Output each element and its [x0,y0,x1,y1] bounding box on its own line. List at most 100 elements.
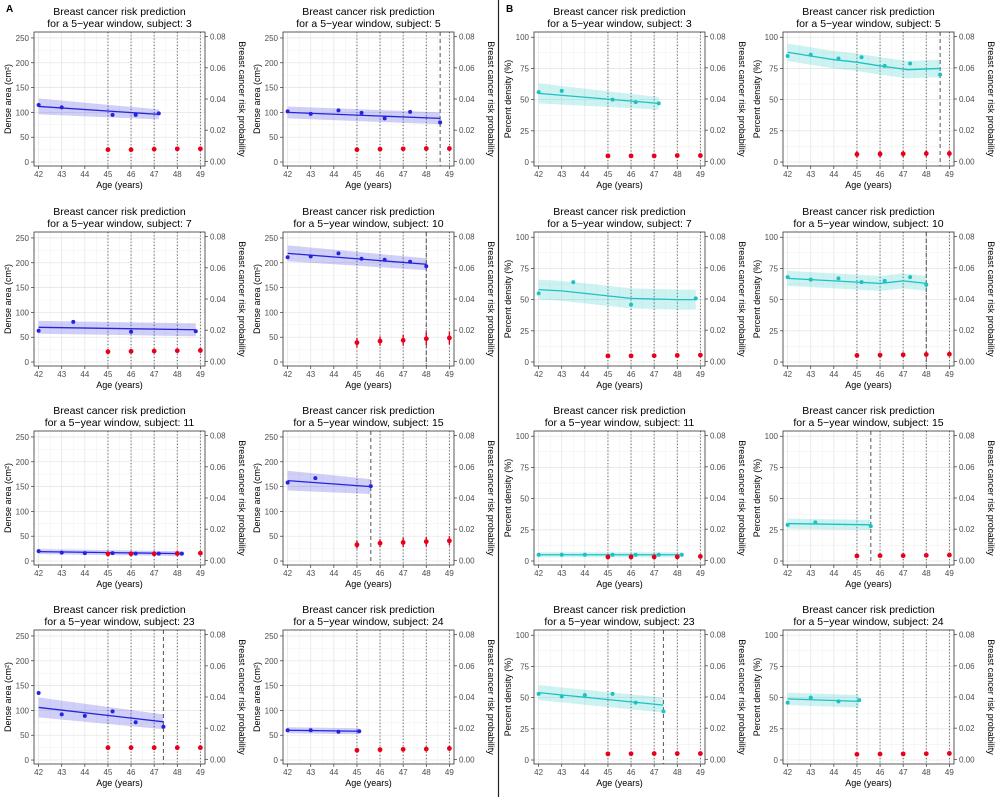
data-point [836,276,841,281]
chart-title-line: for a 5−year window, subject: 15 [293,417,443,429]
x-tick-label: 44 [829,370,838,379]
risk-point [354,747,360,753]
y2-tick-label: 0.04 [959,295,975,304]
y-tick-label: 50 [269,532,278,541]
y-tick-label: 100 [16,507,30,516]
risk-point [628,153,634,159]
x-tick-label: 42 [783,768,792,777]
data-point [808,277,813,282]
y-tick-label: 100 [265,706,279,715]
y-tick-label: 75 [520,662,529,671]
y2-tick-label: 0.04 [459,693,475,702]
y-tick-label: 50 [769,495,778,504]
y-tick-label: 100 [516,631,530,640]
data-point [559,694,564,699]
data-point [559,552,564,557]
risk-point [697,751,703,756]
y2-tick-label: 0.02 [710,126,726,135]
x-tick-label: 46 [876,569,885,578]
y-tick-label: 250 [265,632,279,641]
y2-tick-label: 0.06 [959,463,975,472]
risk-point [854,553,860,559]
y-axis-title: Dense area (cm²) [252,463,262,533]
y-axis-title: Dense area (cm²) [3,264,13,334]
y2-tick-label: 0.02 [210,525,226,534]
x-tick-label: 43 [806,569,815,578]
x-tick-label: 49 [945,768,954,777]
x-tick-label: 49 [445,170,454,179]
data-point [161,724,166,729]
y-tick-label: 150 [16,682,30,691]
data-point [71,319,76,324]
data-point [785,53,790,58]
data-point [285,109,290,114]
y-tick-label: 100 [16,706,30,715]
x-axis-title: Age (years) [596,579,643,589]
x-tick-label: 43 [557,170,566,179]
data-point [129,329,134,334]
x-tick-label: 48 [673,569,682,578]
y2-tick-label: 0.02 [210,126,226,135]
chart-title-line: Breast cancer risk prediction [302,604,435,616]
x-tick-label: 48 [673,370,682,379]
risk-point [105,745,111,751]
data-point [156,551,161,556]
y2-tick-label: 0.00 [959,157,975,166]
data-point [36,549,41,554]
y2-tick-label: 0.06 [710,662,726,671]
x-tick-label: 44 [80,768,89,777]
y-axis-title: Percent density (%) [752,658,762,737]
fitted-line [38,706,164,723]
x-tick-label: 42 [534,370,543,379]
data-point [59,105,64,110]
x-tick-label: 47 [399,170,408,179]
y-tick-label: 100 [265,507,279,516]
chart-title-line: for a 5−year window, subject: 11 [45,417,195,429]
y-tick-label: 150 [16,284,30,293]
y2-axis-title: Breast cancer risk probability [737,639,747,755]
y2-axis-title: Breast cancer risk probability [986,241,996,357]
y2-axis-title: Breast cancer risk probability [737,41,747,157]
risk-point [697,554,703,559]
y-tick-label: 0 [774,557,779,566]
y-tick-label: 0 [774,158,779,167]
y2-tick-label: 0.00 [459,157,475,166]
risk-point [174,348,180,354]
x-axis-title: Age (years) [345,778,392,788]
y-tick-label: 100 [516,33,530,42]
data-point [336,251,341,256]
chart-b-row2-col1: 42 43 44 45 46 47 48 49 0 25 50 75 100 0.00 0.02 0.04 0.… [503,206,747,390]
risk-point [877,553,883,559]
x-tick-label: 45 [603,768,612,777]
y2-axis-title: Breast cancer risk probability [237,639,247,755]
data-point [82,713,87,718]
x-tick-label: 46 [376,569,385,578]
fitted-line [787,522,871,526]
y-tick-label: 150 [265,284,279,293]
data-point [813,520,818,525]
x-tick-label: 45 [852,569,861,578]
data-point [882,63,887,68]
y-tick-label: 100 [265,308,279,317]
chart-title: Breast cancer risk prediction for a 5−yea… [296,6,441,30]
x-axis-title: Age (years) [96,778,143,788]
y-tick-label: 0 [274,557,279,566]
y-tick-label: 25 [769,327,778,336]
y-tick-label: 150 [16,84,30,93]
y2-tick-label: 0.06 [210,662,226,671]
data-point [559,88,564,93]
fitted-line [538,288,696,301]
fitted-line [538,92,659,105]
x-tick-label: 47 [150,370,159,379]
x-tick-label: 45 [603,370,612,379]
confidence-band [287,245,427,271]
risk-point [174,146,180,152]
chart-title: Breast cancer risk prediction for a 5−yea… [796,6,941,30]
x-axis-title: Age (years) [96,180,143,190]
x-tick-label: 42 [283,569,292,578]
chart-title: Breast cancer risk prediction for a 5−yea… [793,206,943,230]
y-tick-label: 200 [16,259,30,268]
data-point [408,259,413,264]
chart-title-line: for a 5−year window, subject: 15 [793,417,943,429]
